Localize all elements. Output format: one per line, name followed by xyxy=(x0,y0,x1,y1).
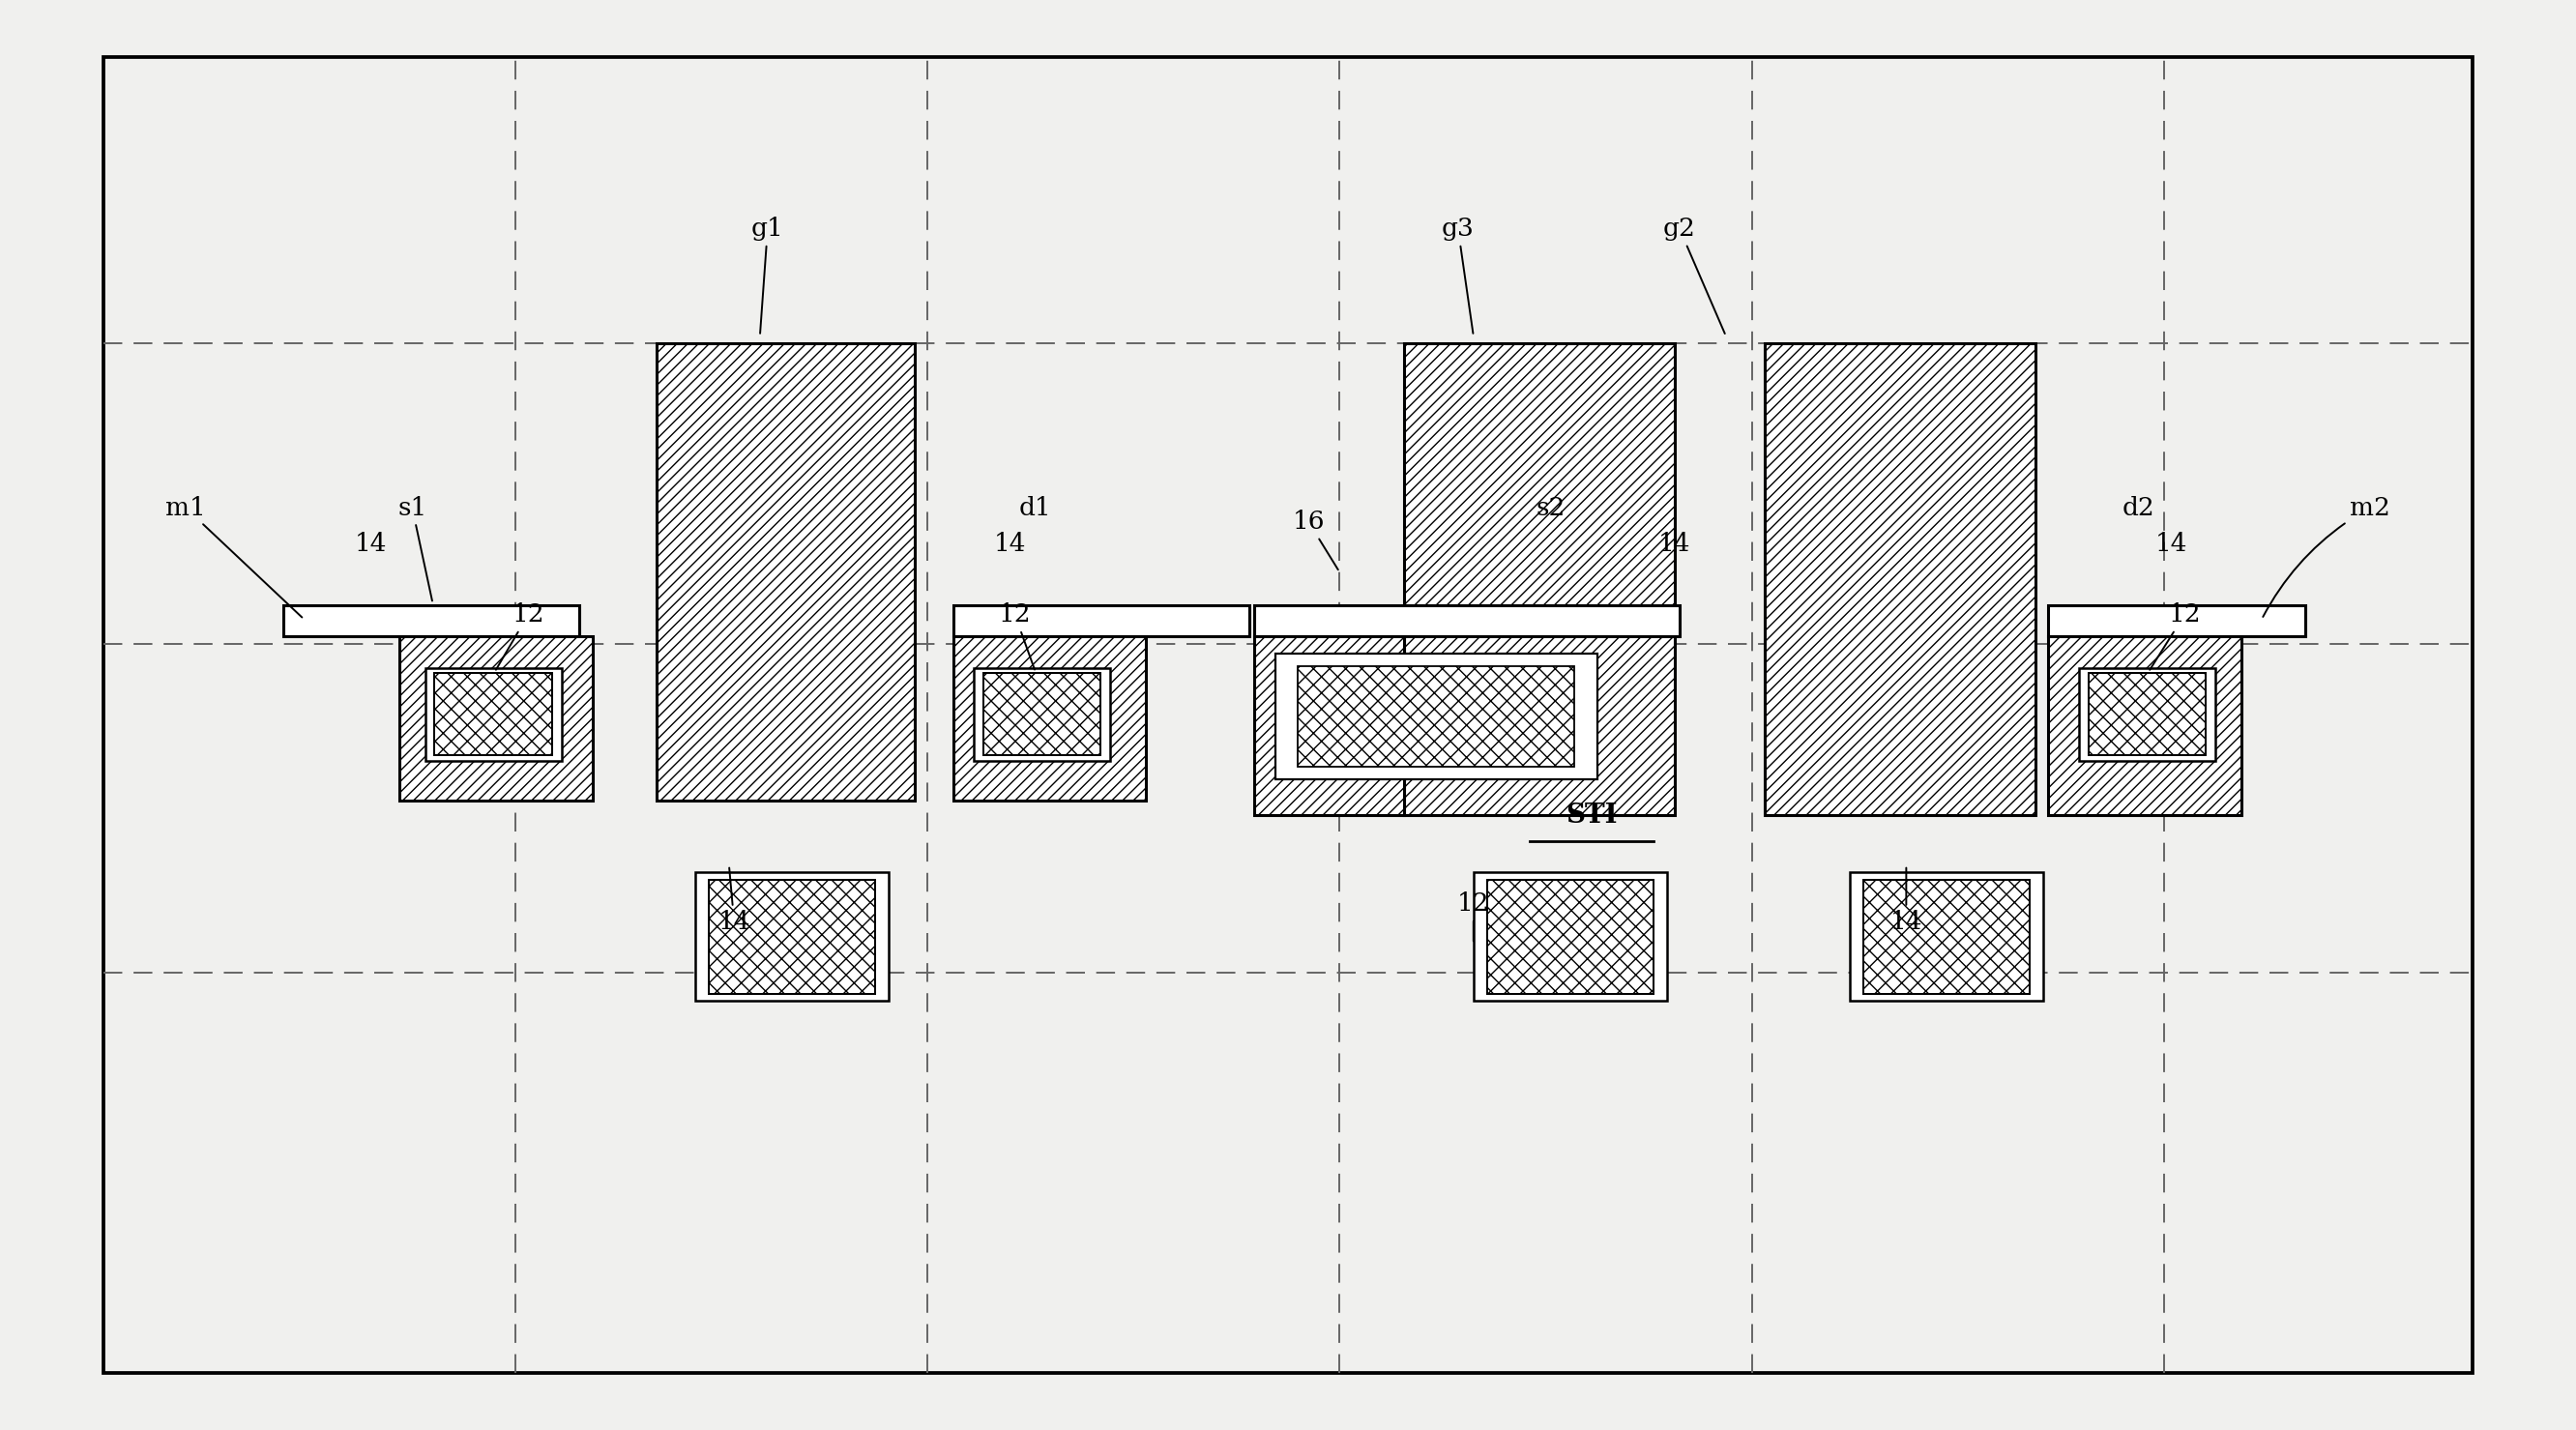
Bar xyxy=(708,879,876,994)
Bar xyxy=(1404,343,1674,815)
Bar xyxy=(399,636,592,801)
Bar xyxy=(435,674,551,755)
Bar xyxy=(974,668,1110,761)
Text: 14: 14 xyxy=(1659,532,1690,555)
Text: g3: g3 xyxy=(1443,217,1473,333)
Text: d1: d1 xyxy=(1020,496,1051,519)
Bar xyxy=(1255,636,1404,815)
Text: d2: d2 xyxy=(2123,496,2154,519)
Bar xyxy=(2048,636,2241,815)
Bar xyxy=(953,605,1249,636)
Bar xyxy=(1275,654,1597,779)
Text: 12: 12 xyxy=(497,603,544,669)
Bar xyxy=(1255,605,1680,636)
Bar xyxy=(1298,666,1574,766)
Text: g1: g1 xyxy=(752,217,783,333)
Bar xyxy=(2079,668,2215,761)
Bar xyxy=(1862,879,2030,994)
Bar xyxy=(953,636,1146,801)
Text: 14: 14 xyxy=(355,532,386,555)
Bar xyxy=(984,674,1100,755)
Bar xyxy=(283,605,580,636)
Text: g2: g2 xyxy=(1664,217,1726,333)
Text: m1: m1 xyxy=(165,496,301,618)
Text: 14: 14 xyxy=(994,532,1025,555)
Bar xyxy=(1486,879,1654,994)
Bar xyxy=(2048,605,2306,636)
Text: 12: 12 xyxy=(2151,603,2200,669)
Text: 14: 14 xyxy=(719,868,750,934)
Bar xyxy=(2089,674,2205,755)
Text: 12: 12 xyxy=(1458,892,1489,941)
Text: 12: 12 xyxy=(999,603,1036,669)
Bar xyxy=(1473,872,1667,1001)
Bar xyxy=(696,872,889,1001)
Text: m2: m2 xyxy=(2262,496,2391,616)
Text: 16: 16 xyxy=(1293,511,1337,569)
Bar xyxy=(425,668,562,761)
Text: STI: STI xyxy=(1566,802,1618,828)
Text: s1: s1 xyxy=(397,496,433,601)
Text: 14: 14 xyxy=(1891,868,1922,934)
Text: s2: s2 xyxy=(1535,496,1566,519)
Text: 14: 14 xyxy=(2156,532,2187,555)
Bar xyxy=(657,343,914,801)
Bar xyxy=(1850,872,2043,1001)
Bar xyxy=(1765,343,2035,815)
